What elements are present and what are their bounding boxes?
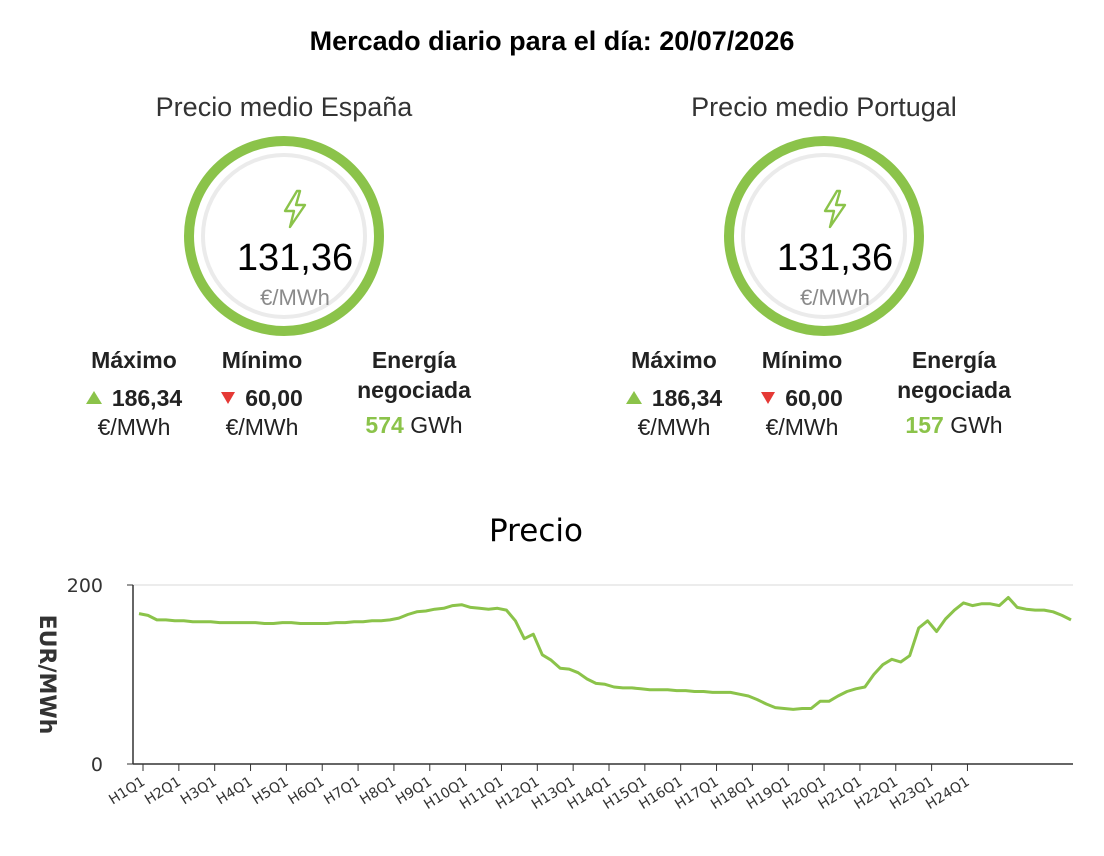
chart-title: Precio [489, 513, 583, 549]
max-unit: €/MWh [97, 414, 171, 440]
x-tick-label: H3Q1 [178, 774, 220, 808]
panel-title: Precio medio España [155, 92, 413, 122]
average-price-value: 131,36 [236, 237, 354, 279]
x-tick-label: H8Q1 [357, 774, 399, 808]
lightning-bolt-icon [745, 189, 925, 234]
y-tick-label: 200 [67, 575, 103, 597]
page-title: Mercado diario para el día: 20/07/2026 [309, 26, 795, 56]
energy-stat: Energía negociada 157 GWh [876, 345, 1032, 439]
max-label: Máximo [631, 347, 717, 373]
price-ring: 131,36 €/MWh [184, 136, 384, 336]
max-unit: €/MWh [637, 414, 711, 440]
price-line-chart: Precio EUR/MWh 0 200 H1Q1H2Q1H3Q1H4Q1H5Q1H6Q… [34, 513, 1073, 813]
price-ring: 131,36 €/MWh [724, 136, 924, 336]
energy-value-row: 574 GWh [336, 411, 492, 439]
average-price-unit: €/MWh [800, 285, 870, 310]
max-stat: Máximo 186,34 €/MWh [614, 345, 734, 441]
average-price-unit: €/MWh [260, 285, 330, 310]
min-unit: €/MWh [225, 414, 299, 440]
spain-price-panel: Precio medio España 131,36 €/MWh Máximo … [74, 92, 494, 452]
min-stat: Mínimo 60,00 €/MWh [202, 345, 322, 441]
min-value-row: 60,00 [742, 383, 862, 413]
energy-label-2: negociada [357, 377, 471, 403]
portugal-price-panel: Precio medio Portugal 131,36 €/MWh Máxim… [614, 92, 1034, 452]
min-value: 60,00 [785, 385, 843, 411]
panel-title: Precio medio Portugal [691, 92, 957, 122]
max-label: Máximo [91, 347, 177, 373]
energy-unit: GWh [410, 412, 463, 438]
energy-label-1: Energía [911, 347, 997, 373]
down-arrow-icon [761, 392, 776, 404]
energy-label-2: negociada [897, 377, 1011, 403]
min-label: Mínimo [221, 347, 303, 373]
max-value-row: 186,34 [614, 383, 734, 413]
energy-value: 157 [905, 412, 944, 438]
y-tick-label: 0 [91, 754, 103, 776]
average-price-value: 131,36 [776, 237, 894, 279]
max-stat: Máximo 186,34 €/MWh [74, 345, 194, 441]
energy-stat: Energía negociada 574 GWh [336, 345, 492, 439]
x-tick-label: H5Q1 [250, 774, 292, 808]
min-unit: €/MWh [765, 414, 839, 440]
down-arrow-icon [221, 392, 236, 404]
up-arrow-icon [625, 391, 642, 404]
max-value: 186,34 [651, 385, 723, 411]
max-value: 186,34 [111, 385, 183, 411]
x-tick-label: H1Q1 [106, 774, 148, 808]
lightning-bolt-icon [205, 189, 385, 234]
up-arrow-icon [85, 391, 102, 404]
min-stat: Mínimo 60,00 €/MWh [742, 345, 862, 441]
y-axis-label: EUR/MWh [34, 615, 59, 735]
min-value: 60,00 [245, 385, 303, 411]
price-series-line [138, 596, 1072, 711]
x-tick-label: H2Q1 [142, 774, 184, 808]
price-ring-inner: 131,36 €/MWh [201, 153, 367, 319]
min-value-row: 60,00 [202, 383, 322, 413]
energy-value: 574 [365, 412, 404, 438]
energy-label-1: Energía [371, 347, 457, 373]
x-tick-label: H7Q1 [321, 774, 363, 808]
energy-unit: GWh [950, 412, 1003, 438]
x-tick-label: H4Q1 [214, 774, 256, 808]
energy-value-row: 157 GWh [876, 411, 1032, 439]
price-ring-inner: 131,36 €/MWh [741, 153, 907, 319]
x-tick-label: H6Q1 [285, 774, 327, 808]
max-value-row: 186,34 [74, 383, 194, 413]
min-label: Mínimo [761, 347, 843, 373]
